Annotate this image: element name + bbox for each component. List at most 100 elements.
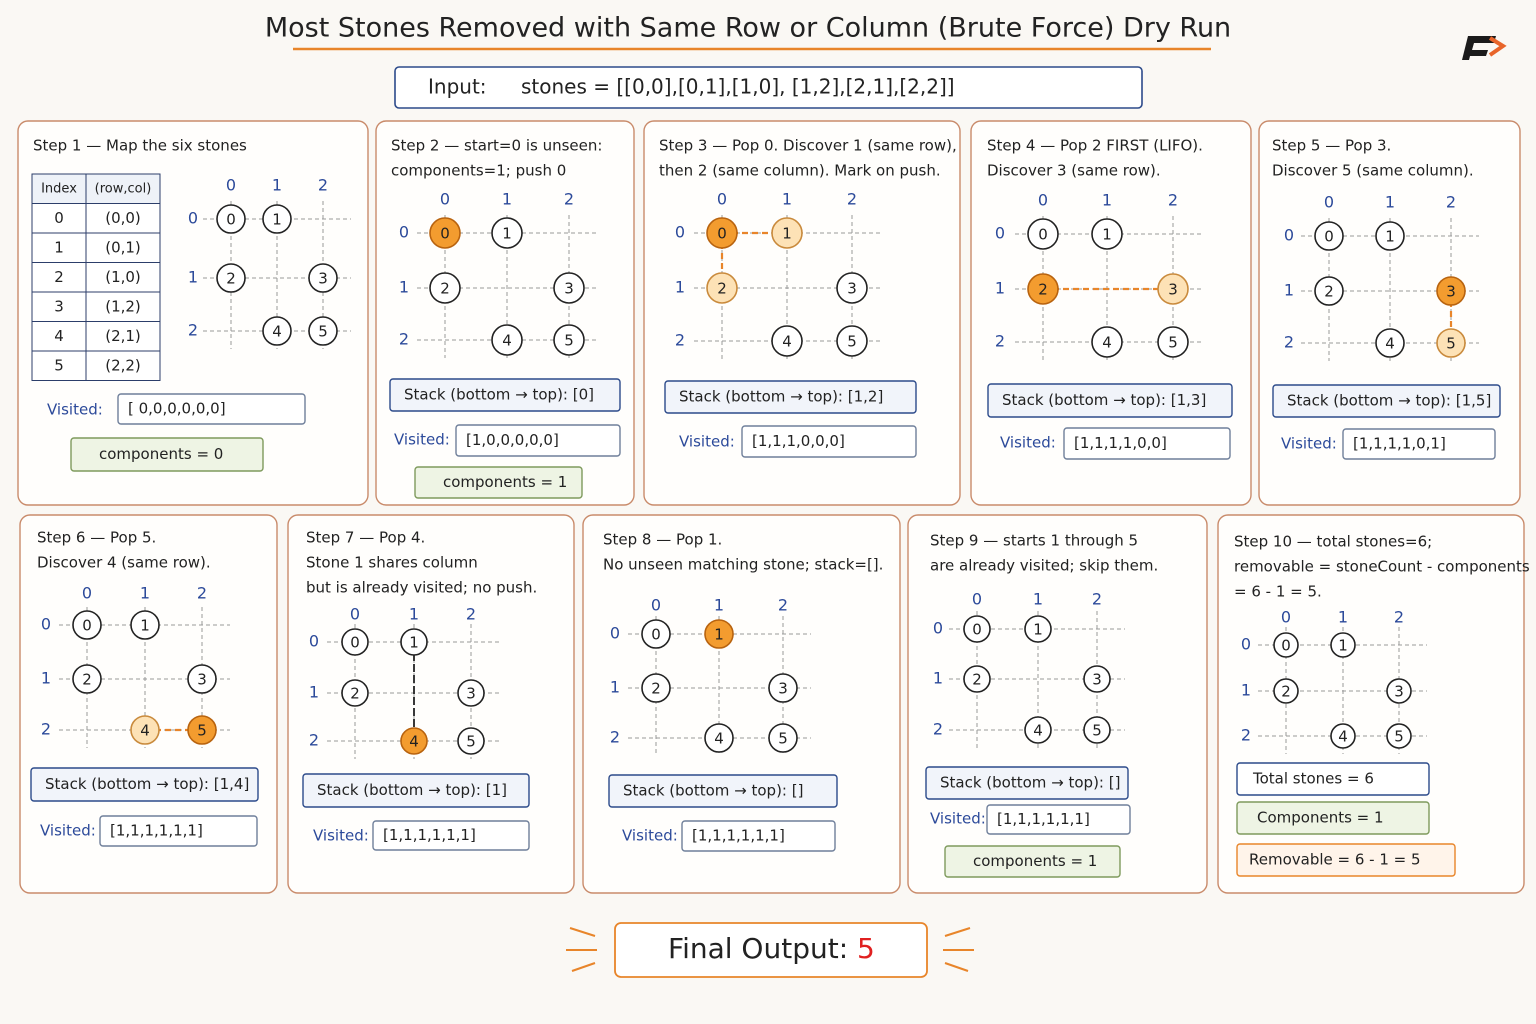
col-label: 2 (1446, 193, 1456, 212)
stone (1386, 678, 1412, 704)
visited: [1,1,1,1,0,0] (1074, 434, 1167, 452)
stone (1027, 218, 1059, 250)
stone-label: 4 (1338, 728, 1348, 746)
visited-label: Visited: (313, 827, 369, 845)
components: components = 0 (99, 445, 223, 463)
col-label: 2 (564, 190, 574, 209)
table-cell (31, 173, 87, 204)
components: components = 1 (443, 473, 567, 491)
stone (308, 263, 338, 293)
step-text: Stone 1 shares column (306, 554, 478, 572)
stone-label: 1 (782, 225, 792, 243)
table-cell (31, 350, 87, 381)
components-box (944, 845, 1121, 878)
table-text: 0 (54, 209, 64, 227)
visited-label: Visited: (622, 827, 678, 845)
stone-label: 3 (318, 270, 328, 288)
stack-box (987, 383, 1233, 418)
stone (1091, 218, 1123, 250)
col-label: 2 (1168, 191, 1178, 210)
row-label: 0 (995, 224, 1005, 243)
stack: Stack (bottom → top): [1,2] (679, 388, 883, 406)
row-label: 2 (1284, 333, 1294, 352)
row-label: 1 (41, 669, 51, 688)
stone-label: 3 (1092, 671, 1102, 689)
stone (187, 664, 217, 694)
row-label: 0 (41, 615, 51, 634)
col-label: 2 (1394, 608, 1404, 627)
stone-label: 0 (1038, 226, 1048, 244)
stone-label: 5 (466, 733, 476, 751)
row-label: 2 (675, 331, 685, 350)
table-text: (1,0) (105, 268, 141, 286)
col-label: 1 (140, 584, 150, 603)
stone (768, 673, 798, 703)
stone (457, 727, 485, 755)
row-label: 2 (933, 720, 943, 739)
row-label: 1 (1241, 681, 1251, 700)
stone (216, 263, 246, 293)
stone (553, 272, 585, 304)
stone (1436, 276, 1466, 306)
visited-box (681, 820, 836, 852)
stone (771, 217, 803, 249)
step-text: Step 2 — start=0 is unseen: (391, 137, 602, 155)
row-label: 0 (1284, 226, 1294, 245)
visited-box (455, 424, 621, 457)
stack: Stack (bottom → top): [] (623, 782, 803, 800)
row-label: 0 (933, 619, 943, 638)
stack: Stack (bottom → top): [1,4] (45, 775, 249, 793)
stone-label: 3 (564, 280, 574, 298)
col-label: 0 (1038, 191, 1048, 210)
stack-box (30, 767, 259, 802)
col-label: 1 (1102, 191, 1112, 210)
final-output: Final Output: 5 (566, 922, 974, 978)
stone (491, 324, 523, 356)
stone (771, 325, 803, 357)
col-label: 2 (197, 584, 207, 603)
step-text: Step 6 — Pop 5. (37, 529, 156, 547)
stone (1375, 221, 1405, 251)
stone-label: 3 (778, 680, 788, 698)
stone-label: 2 (1038, 281, 1048, 299)
stone-label: 1 (1338, 637, 1348, 655)
logo (1462, 36, 1507, 60)
summary-components: Components = 1 (1257, 809, 1384, 827)
stone-label: 5 (1446, 335, 1456, 353)
step-text: Step 8 — Pop 1. (603, 531, 722, 549)
step-text: Step 7 — Pop 4. (306, 529, 425, 547)
step-text: = 6 - 1 = 5. (1234, 583, 1322, 601)
col-label: 0 (1281, 608, 1291, 627)
table-cell (85, 262, 161, 293)
col-label: 2 (847, 190, 857, 209)
table-text: (2,2) (105, 356, 141, 374)
row-label: 1 (399, 278, 409, 297)
stone (341, 679, 369, 707)
stone (429, 217, 461, 249)
stone-label: 2 (651, 680, 661, 698)
stone-label: 4 (1385, 335, 1395, 353)
components: components = 1 (973, 852, 1097, 870)
col-label: 1 (272, 176, 282, 195)
stone (1330, 723, 1356, 749)
stone-label: 4 (1033, 722, 1043, 740)
col-label: 2 (778, 596, 788, 615)
table-cell (31, 291, 87, 322)
row-label: 2 (309, 731, 319, 750)
stone (963, 665, 991, 693)
stone-label: 5 (778, 730, 788, 748)
row-label: 1 (675, 278, 685, 297)
stone-label: 5 (564, 332, 574, 350)
stack-box (1272, 384, 1501, 418)
table-cell (31, 321, 87, 352)
col-label: 1 (714, 596, 724, 615)
visited-box (741, 425, 917, 458)
stone-label: 2 (350, 685, 360, 703)
col-label: 1 (502, 190, 512, 209)
stack: Stack (bottom → top): [1] (317, 781, 507, 799)
visited-label: Visited: (930, 810, 986, 828)
components-box (414, 466, 583, 499)
stone (706, 217, 738, 249)
visited: [1,0,0,0,0,0] (466, 431, 559, 449)
